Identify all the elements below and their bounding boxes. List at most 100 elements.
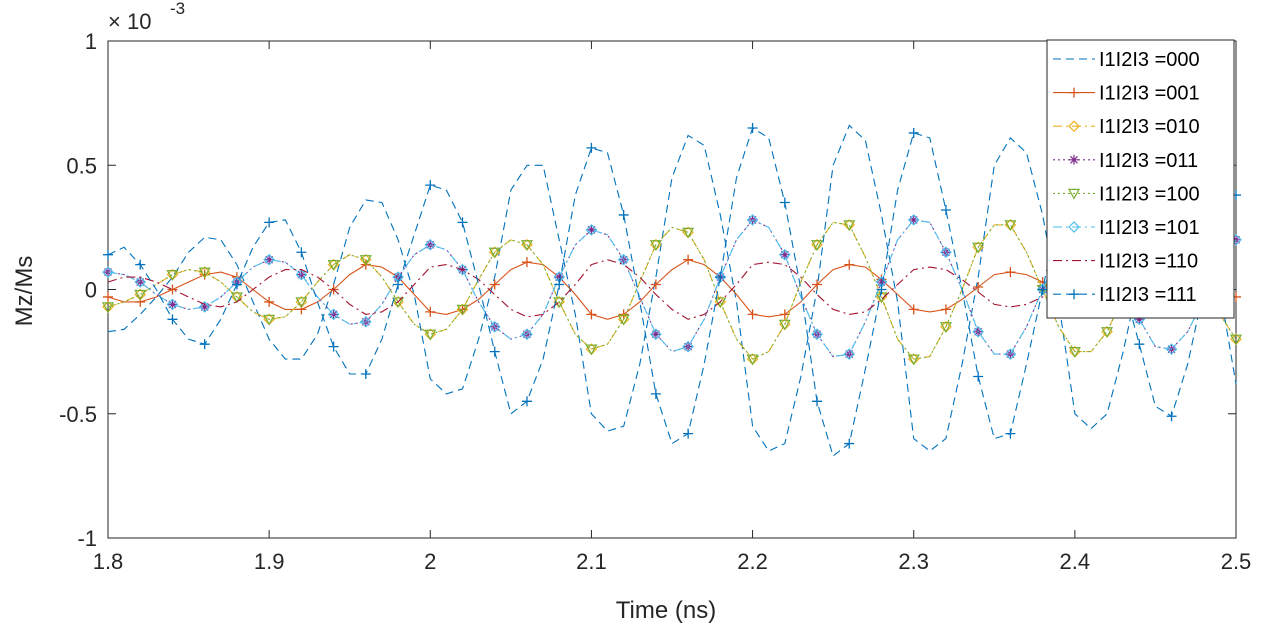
x-tick-label: 2.2 — [737, 549, 768, 574]
data-point — [554, 279, 565, 290]
data-point — [617, 314, 630, 326]
legend-marker — [1068, 120, 1080, 133]
data-point — [908, 304, 919, 315]
data-point — [198, 267, 211, 279]
data-point — [264, 254, 275, 265]
data-point — [908, 214, 919, 225]
legend-item: I1I2I3 =100 — [1053, 183, 1200, 205]
data-point — [199, 339, 210, 350]
data-point — [392, 297, 405, 309]
data-point — [393, 279, 404, 290]
data-point — [907, 214, 920, 226]
data-point — [167, 314, 178, 325]
legend-label: I1I2I3 =110 — [1099, 251, 1198, 273]
data-point — [457, 217, 468, 228]
data-point — [812, 279, 823, 290]
data-point — [683, 428, 694, 439]
series-line-4 — [107, 221, 1237, 360]
data-point — [554, 272, 565, 283]
legend-item: I1I2I3 =010 — [1053, 116, 1200, 138]
y-axis: 1 0.5 0 -0.5 -1 — [59, 29, 1236, 551]
data-point — [102, 266, 114, 278]
data-point — [650, 279, 661, 290]
data-point — [167, 284, 178, 295]
data-point — [103, 291, 113, 302]
data-point — [521, 257, 532, 268]
data-point — [586, 224, 597, 235]
data-point — [135, 277, 146, 288]
legend-item: I1I2I3 =000 — [1053, 49, 1200, 71]
x-axis-label: Time (ns) — [616, 597, 716, 624]
x-tick-label: 2.1 — [576, 549, 607, 574]
legend-marker — [1068, 221, 1080, 233]
data-point — [843, 348, 856, 360]
legend-item: I1I2I3 =110 — [1053, 251, 1198, 273]
data-point — [811, 240, 824, 252]
data-point — [425, 306, 436, 317]
legend-label: I1I2I3 =000 — [1099, 49, 1200, 71]
data-point — [424, 238, 437, 251]
data-point — [327, 260, 340, 271]
data-point — [811, 328, 823, 341]
data-point — [683, 254, 694, 265]
data-point — [488, 247, 501, 259]
data-point — [682, 340, 694, 353]
data-point — [779, 249, 790, 260]
legend-marker — [1067, 188, 1081, 200]
data-point — [618, 209, 629, 220]
data-point — [198, 301, 211, 313]
legend-marker — [1069, 154, 1079, 165]
data-point — [715, 272, 726, 283]
data-point — [778, 319, 791, 331]
data-point — [328, 341, 339, 352]
data-point — [586, 309, 597, 320]
data-point — [876, 284, 887, 295]
y-tick-label: 0 — [85, 278, 97, 303]
data-point — [1134, 339, 1145, 350]
data-point — [844, 438, 855, 449]
data-point — [134, 289, 147, 301]
data-point — [649, 240, 662, 252]
x-tick-label: 2.3 — [898, 549, 929, 574]
data-point — [456, 263, 469, 276]
x-tick-label: 2 — [424, 549, 436, 574]
legend-item: I1I2I3 =111 — [1053, 284, 1197, 306]
x-axis: 1.8 1.9 2 2.1 2.2 2.3 2.4 2.5 — [93, 41, 1251, 574]
legend-marker — [1069, 87, 1079, 98]
data-point — [908, 127, 919, 138]
y-tick-label: -0.5 — [59, 402, 97, 427]
data-point — [876, 277, 887, 288]
series-line-5 — [107, 219, 1237, 358]
data-point — [263, 314, 276, 326]
data-point — [553, 297, 566, 309]
legend-item: I1I2I3 =011 — [1053, 150, 1198, 172]
x-tick-label: 1.8 — [93, 549, 124, 574]
series-layer — [101, 122, 1243, 457]
data-point — [101, 302, 115, 314]
data-point — [1068, 347, 1081, 358]
legend-label: I1I2I3 =010 — [1099, 116, 1200, 138]
y-tick-label: -1 — [77, 526, 97, 551]
data-point — [456, 304, 469, 316]
data-point — [264, 217, 275, 228]
data-point — [166, 298, 179, 311]
data-point — [746, 354, 759, 366]
data-point — [166, 269, 179, 281]
legend-item: I1I2I3 =001 — [1053, 83, 1200, 105]
legend-box — [1046, 39, 1235, 319]
y-tick-label: 0.5 — [66, 153, 97, 178]
data-point — [488, 320, 501, 333]
data-point — [973, 371, 984, 382]
data-point — [1101, 327, 1114, 338]
y-axis-label: Mz/Ms — [11, 256, 38, 327]
data-point — [650, 388, 661, 399]
data-point — [1165, 343, 1178, 355]
exponent-base: × 10 — [108, 9, 151, 34]
data-point — [359, 315, 372, 328]
data-point — [779, 197, 790, 208]
data-point — [521, 396, 532, 407]
data-point — [135, 259, 146, 270]
data-point — [296, 247, 307, 258]
data-point — [972, 242, 985, 254]
